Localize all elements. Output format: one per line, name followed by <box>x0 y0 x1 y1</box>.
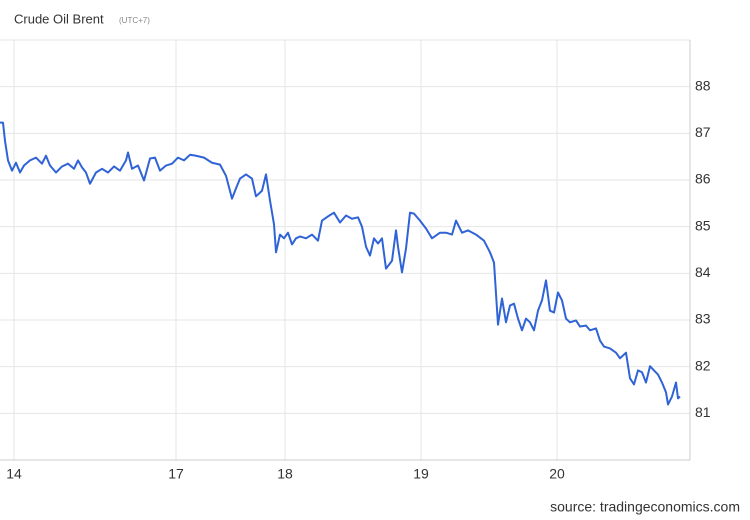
chart-title: Crude Oil Brent <box>14 11 104 26</box>
source-note: source: tradingeconomics.com <box>550 499 740 515</box>
price-line <box>0 121 681 406</box>
y-tick-label: 87 <box>695 124 711 140</box>
y-tick-label: 82 <box>695 357 711 373</box>
x-tick-label: 14 <box>6 466 22 482</box>
x-tick-label: 20 <box>549 466 565 482</box>
y-tick-label: 81 <box>695 404 711 420</box>
y-tick-label: 88 <box>695 77 711 93</box>
y-tick-label: 83 <box>695 311 711 327</box>
y-tick-label: 84 <box>695 264 711 280</box>
y-tick-label: 86 <box>695 171 711 187</box>
y-tick-label: 85 <box>695 217 711 233</box>
x-tick-label: 19 <box>413 466 429 482</box>
x-tick-label: 17 <box>168 466 184 482</box>
chart-subtitle: (UTC+7) <box>119 16 150 25</box>
x-tick-label: 18 <box>277 466 293 482</box>
